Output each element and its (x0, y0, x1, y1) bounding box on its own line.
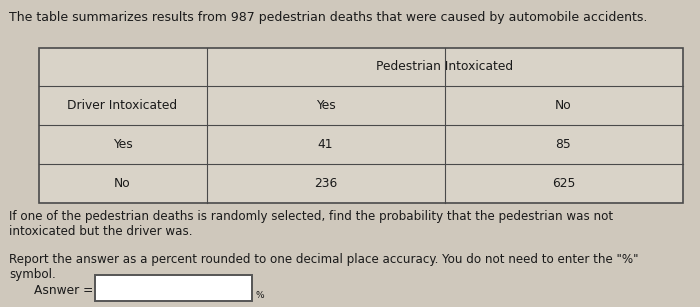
Text: Pedestrian Intoxicated: Pedestrian Intoxicated (376, 60, 513, 73)
Text: The table summarizes results from 987 pedestrian deaths that were caused by auto: The table summarizes results from 987 pe… (9, 11, 648, 24)
Text: %: % (256, 291, 264, 300)
Text: 236: 236 (314, 177, 337, 190)
Bar (94, 275, 252, 301)
Text: Yes: Yes (316, 99, 335, 112)
Text: If one of the pedestrian deaths is randomly selected, find the probability that : If one of the pedestrian deaths is rando… (9, 210, 613, 238)
Text: No: No (555, 99, 572, 112)
Text: 41: 41 (318, 138, 333, 151)
Text: Driver Intoxicated: Driver Intoxicated (67, 99, 178, 112)
Text: Report the answer as a percent rounded to one decimal place accuracy. You do not: Report the answer as a percent rounded t… (9, 253, 638, 281)
Text: Yes: Yes (113, 138, 132, 151)
Text: 625: 625 (552, 177, 575, 190)
Text: Asnwer =: Asnwer = (34, 284, 93, 297)
Text: 85: 85 (556, 138, 571, 151)
Text: No: No (114, 177, 131, 190)
